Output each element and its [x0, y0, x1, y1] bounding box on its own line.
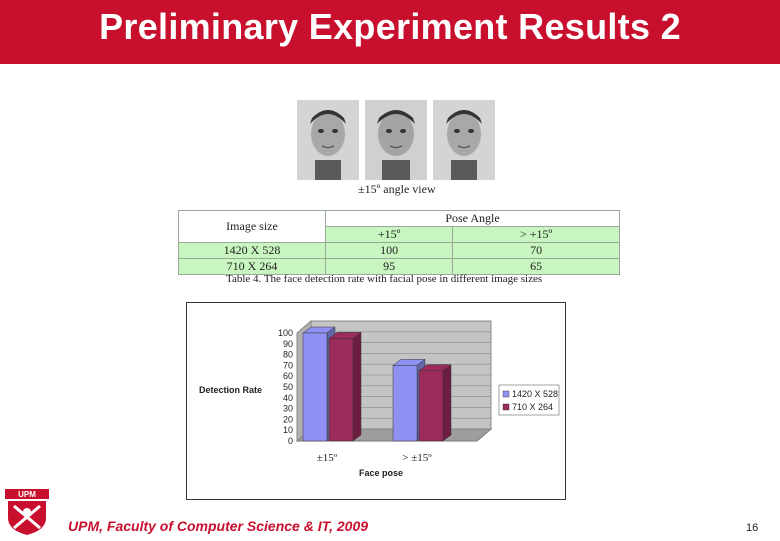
face-image-center: [365, 100, 427, 180]
y-axis-label: Detection Rate: [199, 385, 262, 395]
header-pose-angle: Pose Angle: [325, 210, 620, 227]
bar: [418, 370, 444, 442]
subheader-angle-2: > +15º: [452, 226, 620, 243]
table-caption: Table 4. The face detection rate with fa…: [226, 273, 543, 285]
y-tick-label: 80: [283, 350, 293, 360]
y-tick-label: 60: [283, 371, 293, 381]
legend-swatch: [502, 403, 510, 411]
x-tick-label: ±15º: [317, 452, 338, 464]
table-row: 1420 X 528 100 70: [178, 242, 620, 259]
legend-label: 1420 X 528: [512, 389, 558, 399]
cell-value: 100: [324, 242, 454, 259]
slide-title: Preliminary Experiment Results 2: [99, 6, 681, 47]
y-tick-label: 40: [283, 393, 293, 403]
cell-value: 70: [452, 242, 620, 259]
legend-label: 710 X 264: [512, 402, 553, 412]
upm-logo: UPM: [4, 488, 50, 536]
y-tick-label: 90: [283, 339, 293, 349]
cell-size: 1420 X 528: [178, 242, 326, 259]
chart-frame: 0 10 20 30 40 50 60 70 80 90 100 ±15º > ±15º Detectio…: [186, 302, 566, 500]
table-header-row: Image size Pose Angle: [178, 210, 620, 243]
table-row: 710 X 264 95 65: [178, 258, 620, 275]
results-table: Image size Pose Angle +15º > +15º 1420 X…: [178, 210, 620, 275]
y-tick-label: 70: [283, 360, 293, 370]
cell-value: 65: [452, 258, 620, 275]
angle-view-caption: ±15º angle view: [358, 182, 436, 196]
cell-value: 95: [324, 258, 454, 275]
page-number: 16: [746, 522, 759, 534]
svg-text:UPM: UPM: [18, 490, 36, 499]
bar-side: [442, 364, 452, 442]
y-tick-label: 10: [283, 425, 293, 435]
table-subheader-row: +15º > +15º: [179, 226, 620, 243]
face-image-left: [297, 100, 359, 180]
y-tick-label: 30: [283, 404, 293, 414]
title-bar: Preliminary Experiment Results 2: [0, 0, 780, 64]
bar-side: [352, 331, 362, 442]
bar: [392, 365, 418, 442]
subheader-angle-1: +15º: [324, 226, 454, 243]
y-tick-label: 0: [288, 436, 293, 446]
y-tick-label: 100: [278, 328, 293, 338]
face-images: [297, 100, 497, 180]
x-axis-label: Face pose: [359, 468, 403, 478]
face-image-right: [433, 100, 495, 180]
bar: [328, 338, 354, 442]
header-image-size: Image size: [178, 210, 326, 243]
legend-swatch: [502, 390, 510, 398]
cell-size: 710 X 264: [178, 258, 326, 275]
x-tick-label: > ±15º: [402, 452, 432, 464]
y-tick-label: 20: [283, 414, 293, 424]
bar: [302, 332, 328, 442]
y-tick-label: 50: [283, 382, 293, 392]
footer-text: UPM, Faculty of Computer Science & IT, 2…: [68, 518, 369, 534]
